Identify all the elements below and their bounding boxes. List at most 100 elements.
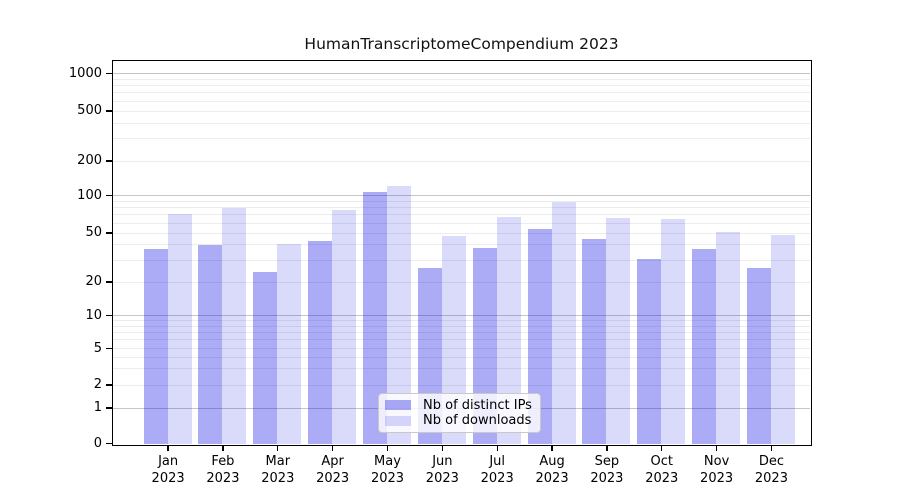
x-tick-label: Nov 2023 bbox=[689, 453, 745, 487]
x-tick-mark bbox=[770, 445, 773, 451]
gridline-major bbox=[113, 315, 810, 316]
x-tick-month: Jan bbox=[158, 454, 179, 469]
x-tick-year: 2023 bbox=[645, 471, 679, 486]
x-tick-year: 2023 bbox=[261, 471, 295, 486]
x-tick-month: Oct bbox=[650, 454, 673, 469]
x-tick-year: 2023 bbox=[590, 471, 624, 486]
bar-distinct-ips bbox=[637, 258, 662, 444]
gridline-minor bbox=[113, 368, 810, 370]
legend-label-distinct-ips: Nb of distinct IPs bbox=[423, 397, 532, 413]
x-tick-mark bbox=[441, 445, 443, 451]
x-tick-mark bbox=[551, 445, 553, 451]
gridline-minor bbox=[113, 207, 810, 209]
x-tick-month: Sep bbox=[594, 454, 620, 469]
gridline-minor bbox=[113, 110, 810, 112]
gridline-minor bbox=[113, 320, 810, 322]
legend-item-distinct-ips: Nb of distinct IPs bbox=[385, 398, 532, 413]
gridline-minor bbox=[113, 281, 810, 283]
x-tick-label: Apr 2023 bbox=[305, 453, 361, 487]
bar-downloads bbox=[661, 218, 686, 444]
x-tick-label: Oct 2023 bbox=[634, 453, 690, 487]
y-tick-label: 2 bbox=[93, 377, 102, 392]
y-tick-label: 10 bbox=[85, 307, 102, 323]
y-tick-label: 50 bbox=[85, 225, 102, 240]
bar-downloads bbox=[277, 243, 302, 444]
chart-title: HumanTranscriptomeCompendium 2023 bbox=[304, 35, 619, 53]
bar-distinct-ips bbox=[198, 244, 223, 444]
x-tick-month: Mar bbox=[265, 454, 291, 469]
x-tick-month: Feb bbox=[211, 454, 235, 469]
x-tick-mark bbox=[167, 445, 169, 451]
x-tick-label: May 2023 bbox=[360, 453, 416, 487]
x-tick-mark bbox=[222, 445, 224, 451]
gridline-minor bbox=[113, 339, 810, 341]
y-tick-mark bbox=[106, 160, 112, 162]
legend-label-downloads: Nb of downloads bbox=[423, 413, 532, 429]
x-tick-mark bbox=[496, 445, 498, 451]
gridline-minor bbox=[113, 244, 810, 246]
y-tick-label: 500 bbox=[77, 103, 102, 118]
y-tick-mark bbox=[106, 314, 112, 317]
y-tick-mark bbox=[106, 110, 112, 112]
x-tick-month: Aug bbox=[539, 454, 565, 469]
gridline-minor bbox=[113, 122, 810, 124]
x-tick-label: Aug 2023 bbox=[524, 453, 580, 487]
gridline-major bbox=[113, 73, 810, 74]
gridline-minor bbox=[113, 259, 810, 261]
y-tick-mark bbox=[106, 281, 112, 283]
y-tick-label: 1 bbox=[93, 400, 102, 415]
bar-distinct-ips bbox=[692, 249, 717, 444]
x-tick-mark bbox=[661, 445, 663, 451]
x-tick-mark bbox=[277, 445, 279, 451]
y-tick-label: 5 bbox=[93, 340, 102, 356]
legend-swatch-distinct-ips bbox=[385, 400, 411, 411]
y-tick-mark bbox=[106, 72, 112, 75]
y-tick-label: 200 bbox=[77, 153, 102, 168]
x-tick-month: Jul bbox=[489, 454, 506, 469]
y-tick-mark bbox=[106, 194, 112, 197]
x-tick-mark bbox=[332, 445, 334, 451]
x-tick-year: 2023 bbox=[480, 471, 514, 486]
x-tick-year: 2023 bbox=[151, 471, 185, 486]
gridline-minor bbox=[113, 214, 810, 216]
x-tick-month: Dec bbox=[758, 454, 785, 469]
y-tick-mark bbox=[106, 407, 112, 409]
y-tick-mark bbox=[106, 384, 112, 386]
gridline-minor bbox=[113, 92, 810, 94]
x-tick-year: 2023 bbox=[754, 471, 788, 486]
bar-downloads bbox=[167, 214, 192, 444]
x-tick-year: 2023 bbox=[535, 471, 569, 486]
gridline-minor bbox=[113, 160, 810, 162]
legend-swatch-downloads bbox=[385, 415, 411, 426]
legend: Nb of distinct IPs Nb of downloads bbox=[378, 393, 541, 433]
x-tick-year: 2023 bbox=[316, 471, 350, 486]
bar-downloads bbox=[332, 209, 357, 444]
y-tick-label: 20 bbox=[85, 274, 102, 289]
x-tick-label: Mar 2023 bbox=[250, 453, 306, 487]
x-tick-month: May bbox=[374, 454, 401, 469]
bar-distinct-ips bbox=[308, 241, 333, 444]
bar-downloads bbox=[770, 235, 795, 444]
gridline-minor bbox=[113, 85, 810, 87]
y-tick-label: 1000 bbox=[68, 65, 102, 81]
bar-downloads bbox=[551, 202, 576, 444]
y-tick-mark bbox=[106, 442, 112, 445]
bar-downloads bbox=[606, 217, 631, 444]
bar-distinct-ips bbox=[746, 267, 771, 444]
x-tick-mark bbox=[606, 445, 608, 451]
bar-downloads bbox=[222, 208, 247, 444]
x-tick-mark bbox=[386, 445, 389, 451]
gridline-minor bbox=[113, 78, 810, 80]
gridline-minor bbox=[113, 384, 810, 386]
x-tick-month: Jun bbox=[432, 454, 453, 469]
y-tick-label: 100 bbox=[77, 187, 102, 203]
y-tick-mark bbox=[106, 232, 112, 234]
y-tick-mark bbox=[106, 347, 112, 350]
x-tick-label: Sep 2023 bbox=[579, 453, 635, 487]
gridline-minor bbox=[113, 100, 810, 102]
x-tick-label: Jan 2023 bbox=[140, 453, 196, 487]
gridline-minor bbox=[113, 138, 810, 140]
bar-distinct-ips bbox=[582, 238, 607, 444]
x-tick-month: Apr bbox=[321, 454, 344, 469]
